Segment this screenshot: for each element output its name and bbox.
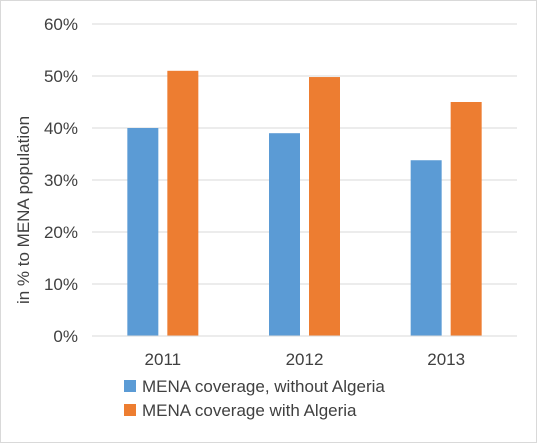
x-tick-label: 2012 <box>286 350 324 369</box>
bar-without-algeria-2011 <box>127 128 159 336</box>
legend-swatch <box>124 380 136 392</box>
x-tick-label: 2013 <box>427 350 465 369</box>
y-tick-label: 20% <box>44 223 78 242</box>
x-tick-label: 2011 <box>145 350 182 369</box>
bar-without-algeria-2012 <box>269 133 300 336</box>
y-tick-label: 30% <box>44 171 78 190</box>
y-axis-title: in % to MENA population <box>14 116 33 304</box>
y-axis-tick-labels: 0% 10% 20% 30% 40% 50% 60% <box>44 15 78 346</box>
gridlines <box>92 23 517 285</box>
legend: MENA coverage, without Algeria MENA cover… <box>124 377 385 420</box>
bar-with-algeria-2012 <box>309 77 340 336</box>
y-tick-label: 40% <box>44 119 78 138</box>
legend-swatch <box>124 404 136 416</box>
y-tick-label: 10% <box>44 275 78 294</box>
bars <box>127 70 482 337</box>
y-tick-label: 60% <box>44 15 78 34</box>
legend-label: MENA coverage, without Algeria <box>142 377 385 396</box>
bar-with-algeria-2013 <box>450 102 482 336</box>
bar-without-algeria-2013 <box>410 160 442 336</box>
bar-with-algeria-2011 <box>167 70 199 337</box>
x-axis-tick-labels: 2011 2012 2013 <box>145 350 466 369</box>
legend-label: MENA coverage with Algeria <box>142 401 357 420</box>
y-tick-label: 50% <box>44 67 78 86</box>
y-tick-label: 0% <box>53 327 78 346</box>
